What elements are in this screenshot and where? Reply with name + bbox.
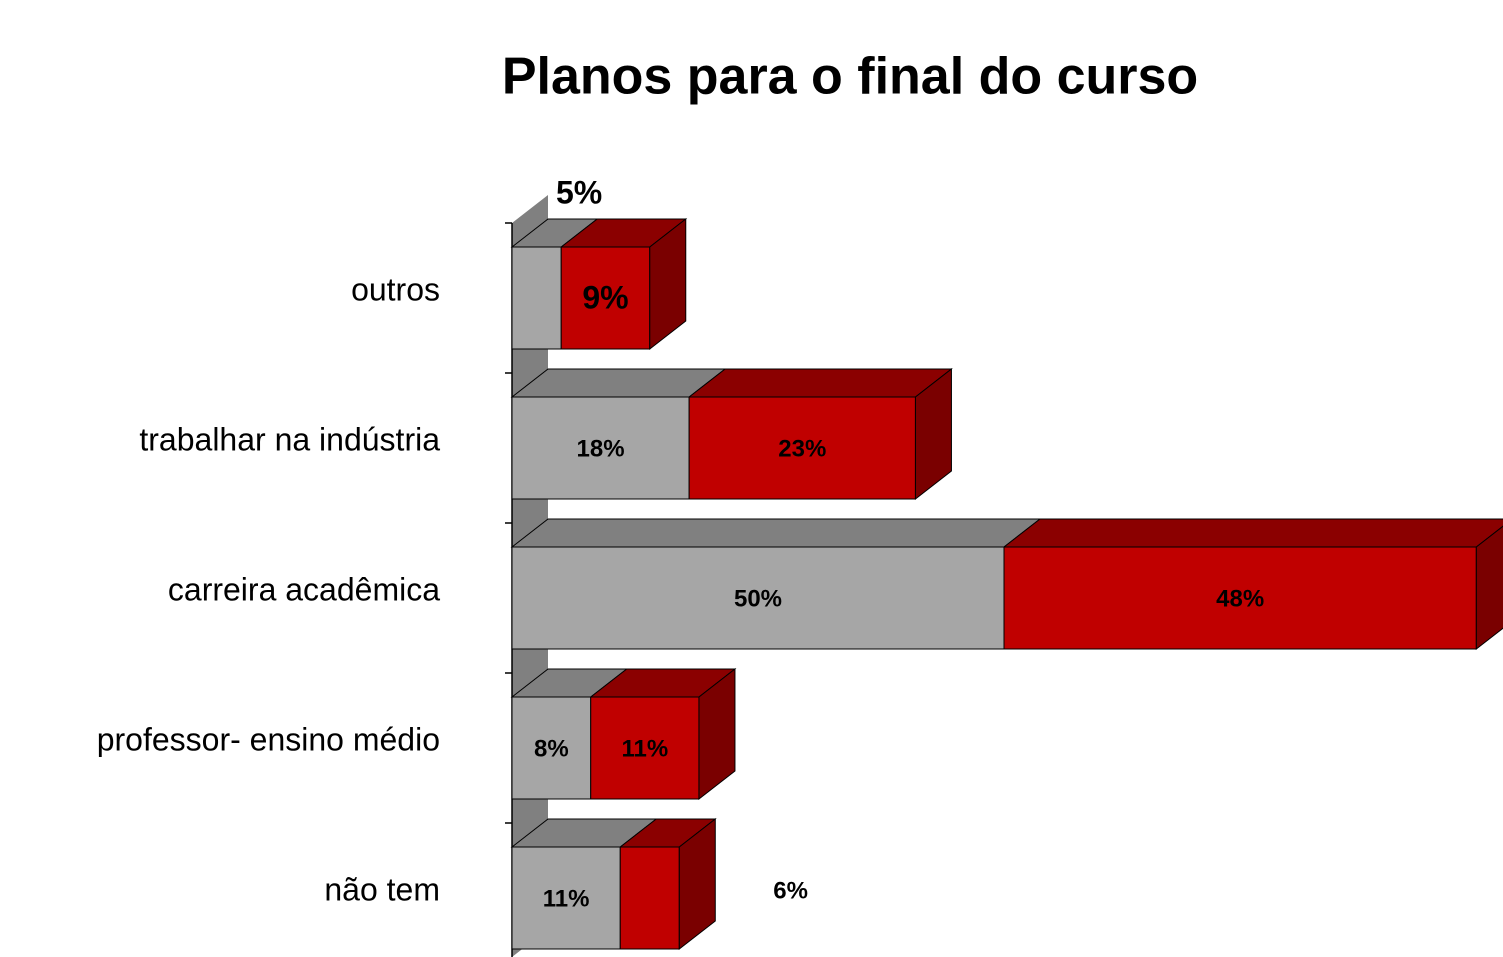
data-label: 11%	[621, 735, 668, 762]
data-label: 11%	[543, 885, 590, 912]
bar-side	[649, 217, 687, 351]
data-label: 6%	[773, 877, 808, 904]
category-label: outros	[351, 271, 440, 307]
data-label: 23%	[778, 435, 826, 462]
data-label: 8%	[534, 735, 569, 762]
bar	[688, 396, 916, 500]
bar	[619, 846, 680, 950]
bar-top	[687, 368, 953, 398]
data-label: 5%	[556, 174, 602, 210]
bar-side	[678, 817, 716, 951]
category-label: carreira acadêmica	[168, 571, 440, 607]
category-label: professor- ensino médio	[97, 721, 440, 757]
bar-top	[510, 518, 1042, 548]
bar	[511, 246, 562, 350]
bar	[511, 396, 690, 500]
data-label: 50%	[734, 585, 782, 612]
bar-top	[510, 368, 727, 398]
bar-side	[698, 667, 736, 801]
bar-side	[914, 367, 952, 501]
category-label: não tem	[324, 871, 440, 907]
category-label: trabalhar na indústria	[139, 421, 440, 457]
bar	[511, 546, 1005, 650]
bar-side	[1475, 525, 1503, 651]
bar-top	[1002, 518, 1503, 548]
chart-title: Planos para o final do curso	[502, 48, 1198, 106]
bar	[511, 846, 621, 950]
bar	[1003, 546, 1477, 650]
data-label: 48%	[1216, 585, 1264, 612]
bar	[590, 696, 700, 800]
data-label: 18%	[577, 435, 625, 462]
data-label: 9%	[582, 279, 628, 315]
bar	[560, 246, 651, 350]
